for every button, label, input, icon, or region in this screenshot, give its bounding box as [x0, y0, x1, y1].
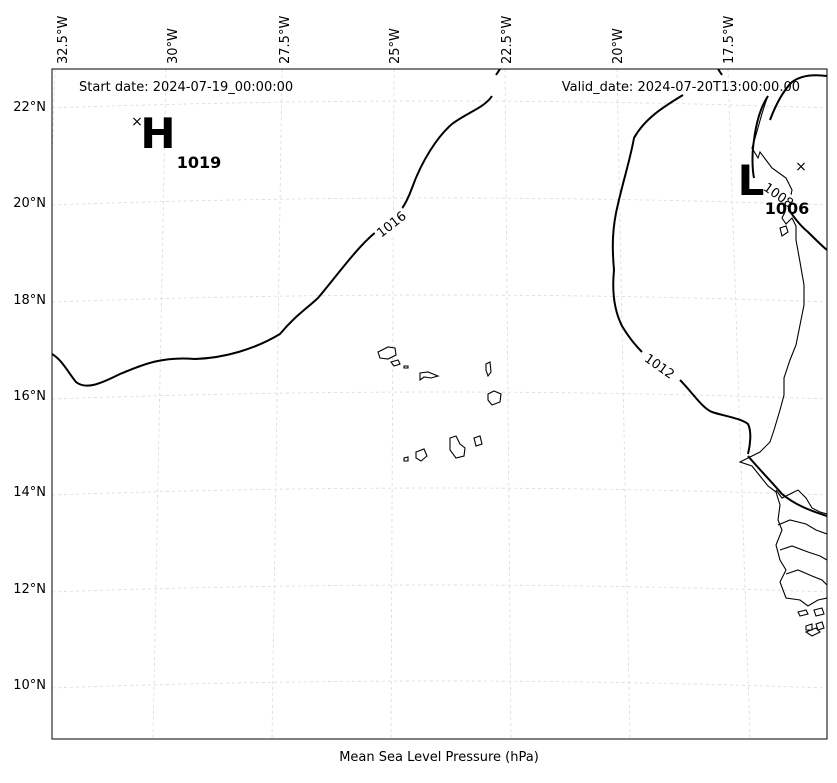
x-axis-label: Mean Sea Level Pressure (hPa): [339, 750, 539, 765]
lat-tick: 16°N: [13, 389, 46, 404]
isobar-1008-north: [769, 74, 827, 121]
bissau-islands: [797, 607, 825, 637]
island-brava: [403, 456, 409, 462]
lon-tick: 25°W: [388, 28, 403, 64]
island-boa-vista: [487, 390, 502, 406]
island-sal: [485, 361, 492, 378]
isobars: [52, 69, 827, 517]
low-letter: L: [738, 156, 765, 205]
lon-tick: 27.5°W: [278, 16, 293, 64]
latitude-ticks: 22°N 20°N 18°N 16°N 14°N 12°N 10°N: [13, 100, 46, 693]
isobar-1016: [52, 69, 501, 387]
high-pressure-center: × H 1019: [131, 109, 221, 172]
island-santo-antao: [377, 346, 397, 360]
lat-tick: 10°N: [13, 678, 46, 693]
high-letter: H: [140, 109, 175, 158]
lon-tick: 17.5°W: [722, 16, 737, 64]
lon-tick: 32.5°W: [56, 16, 71, 64]
island-sao-vicente: [390, 359, 401, 367]
start-date-label: Start date: 2024-07-19_00:00:00: [79, 80, 293, 95]
lon-tick: 22.5°W: [500, 16, 515, 64]
island-santiago: [449, 435, 466, 459]
lat-tick: 12°N: [13, 582, 46, 597]
island-maio: [473, 435, 483, 447]
high-value: 1019: [177, 153, 222, 172]
lon-tick: 30°W: [166, 28, 181, 64]
contour-label-1012: 1012: [641, 351, 677, 382]
valid-date-label: Valid_date: 2024-07-20T13:00:00.00: [562, 80, 800, 95]
senegal-gambia-coast: [775, 489, 827, 586]
map-frame: [51, 68, 828, 740]
lat-tick: 18°N: [13, 293, 46, 308]
isobar-1012-coastal: [747, 455, 827, 517]
contour-label-halo: [638, 349, 680, 385]
center-marker-low: ×: [795, 159, 807, 175]
island-santa-luzia: [403, 365, 409, 369]
longitude-ticks: 32.5°W 30°W 27.5°W 25°W 22.5°W 20°W 17.5…: [56, 16, 737, 64]
lat-tick: 20°N: [13, 196, 46, 211]
cape-blanc-shelf: [779, 225, 789, 237]
cape-verde-islands: [377, 346, 502, 462]
center-marker-high: ×: [131, 114, 143, 130]
low-value: 1006: [765, 199, 810, 218]
isobar-1012: [611, 69, 752, 455]
lat-tick: 14°N: [13, 485, 46, 500]
lat-tick: 22°N: [13, 100, 46, 115]
island-sao-nicolau: [419, 371, 440, 382]
lon-tick: 20°W: [611, 28, 626, 64]
contour-label-halo: [372, 206, 412, 244]
low-pressure-center: × L 1006: [738, 156, 810, 218]
map-gridlines: [52, 69, 827, 739]
island-fogo: [415, 448, 428, 462]
contour-label-halo: [757, 178, 799, 214]
